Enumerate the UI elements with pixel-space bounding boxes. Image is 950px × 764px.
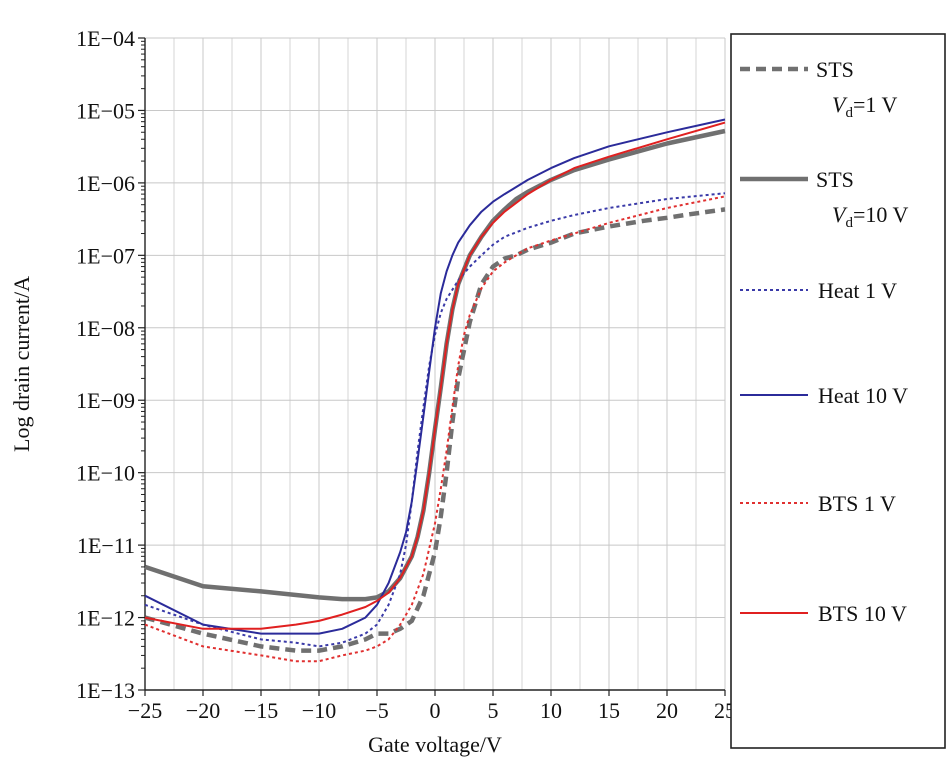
series-line-5 [144, 195, 726, 663]
series-line-3 [144, 192, 726, 648]
legend-label: Heat 10 V [818, 383, 908, 408]
legend-label: STS [816, 167, 854, 192]
x-tick-label: −5 [365, 698, 388, 723]
y-axis: 1E−04 1E−05 1E−06 1E−07 1E−08 1E−09 1E−10 1E−11… [76, 26, 145, 703]
x-tick-label: 0 [430, 698, 441, 723]
y-tick-label: 1E−04 [76, 26, 135, 51]
x-axis-title: Gate voltage/V [368, 732, 502, 757]
x-tick-label: 10 [540, 698, 562, 723]
series-line-4 [144, 118, 726, 635]
y-tick-label: 1E−08 [76, 316, 135, 341]
y-tick-label: 1E−06 [76, 171, 135, 196]
y-tick-label: 1E−10 [76, 461, 135, 486]
x-tick-label: −25 [128, 698, 162, 723]
y-tick-label: 1E−05 [76, 98, 135, 123]
legend-sublabel: Vd=10 V [832, 202, 908, 231]
legend-label: BTS 10 V [818, 601, 907, 626]
legend-box [730, 33, 946, 749]
legend-label: STS [816, 57, 854, 82]
x-tick-label: −15 [244, 698, 278, 723]
x-tick-label: 5 [488, 698, 499, 723]
y-tick-label: 1E−09 [76, 388, 135, 413]
y-tick-label: 1E−13 [76, 678, 135, 703]
x-tick-label: −10 [302, 698, 336, 723]
x-tick-label: 15 [598, 698, 620, 723]
series-line-1 [144, 207, 726, 653]
x-tick-label: −20 [186, 698, 220, 723]
series-layer [144, 118, 726, 663]
y-tick-label: 1E−12 [76, 606, 135, 631]
legend-label: BTS 1 V [818, 491, 896, 516]
legend-label: Heat 1 V [818, 278, 897, 303]
y-tick-label: 1E−11 [77, 533, 135, 558]
series-line-6 [144, 121, 726, 630]
y-tick-label: 1E−07 [76, 243, 135, 268]
legend: STS Vd=1 V STS Vd=10 V Heat 1 V Heat 10 V BTS … [730, 33, 946, 749]
y-axis-title: Log drain current/A [9, 276, 34, 452]
x-tick-label: 20 [656, 698, 678, 723]
legend-sublabel: Vd=1 V [832, 92, 897, 121]
x-axis: −25 −20 −15 −10 −5 0 5 10 15 20 25 [128, 690, 736, 723]
grid [144, 37, 726, 691]
